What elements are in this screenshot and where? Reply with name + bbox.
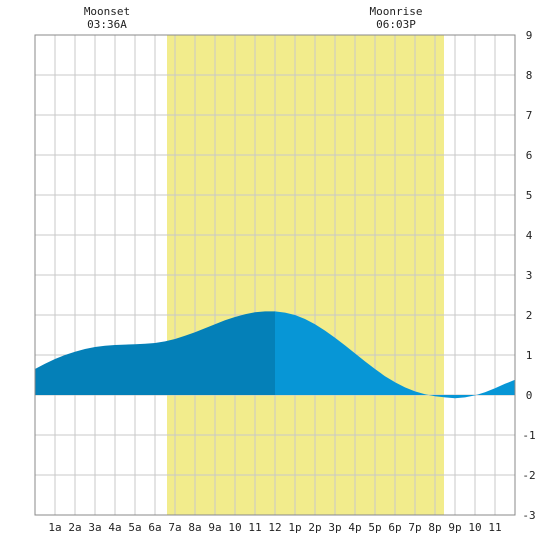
y-tick-label: -2 — [522, 469, 535, 482]
y-tick-label: 6 — [526, 149, 533, 162]
x-tick-label: 1a — [48, 521, 61, 534]
x-tick-label: 4a — [108, 521, 121, 534]
x-tick-label: 12 — [268, 521, 281, 534]
x-tick-label: 8p — [428, 521, 441, 534]
y-tick-label: 9 — [526, 29, 533, 42]
x-tick-label: 4p — [348, 521, 361, 534]
tide-area — [35, 311, 515, 399]
y-tick-label: 2 — [526, 309, 533, 322]
tide-area-past — [35, 311, 275, 395]
y-tick-label: 1 — [526, 349, 533, 362]
x-tick-label: 6a — [148, 521, 161, 534]
x-tick-label: 5p — [368, 521, 381, 534]
x-axis-ticks: 1a 2a 3a 4a 5a 6a 7a 8a 9a 10 11 12 1p 2p 3p 4p 5p 6p 7p 8p… — [48, 521, 501, 534]
x-tick-label: 3p — [328, 521, 341, 534]
y-tick-label: -1 — [522, 429, 535, 442]
x-tick-label: 7a — [168, 521, 181, 534]
x-tick-label: 2a — [68, 521, 81, 534]
y-tick-label: -3 — [522, 509, 535, 522]
x-tick-label: 9a — [208, 521, 221, 534]
y-tick-label: 7 — [526, 109, 533, 122]
tide-area-future — [275, 311, 515, 399]
moon-event-label: Moonset — [84, 5, 130, 18]
x-tick-label: 5a — [128, 521, 141, 534]
x-tick-label: 8a — [188, 521, 201, 534]
y-axis-ticks: -3 -2 -1 0 1 2 3 4 5 6 7 8 9 — [522, 29, 535, 522]
y-tick-label: 0 — [526, 389, 533, 402]
y-tick-label: 3 — [526, 269, 533, 282]
x-tick-label: 7p — [408, 521, 421, 534]
moon-event-time: 06:03P — [376, 18, 416, 31]
x-tick-label: 10 — [468, 521, 481, 534]
plot-frame — [34, 34, 516, 516]
x-tick-label: 10 — [228, 521, 241, 534]
x-tick-label: 11 — [488, 521, 501, 534]
y-tick-label: 8 — [526, 69, 533, 82]
x-tick-label: 3a — [88, 521, 101, 534]
y-tick-label: 5 — [526, 189, 533, 202]
moon-event-time: 03:36A — [87, 18, 127, 31]
x-tick-label: 2p — [308, 521, 321, 534]
moon-event-label: Moonrise — [370, 5, 423, 18]
x-tick-label: 11 — [248, 521, 261, 534]
x-tick-label: 6p — [388, 521, 401, 534]
x-tick-label: 9p — [448, 521, 461, 534]
x-tick-label: 1p — [288, 521, 301, 534]
y-tick-label: 4 — [526, 229, 533, 242]
